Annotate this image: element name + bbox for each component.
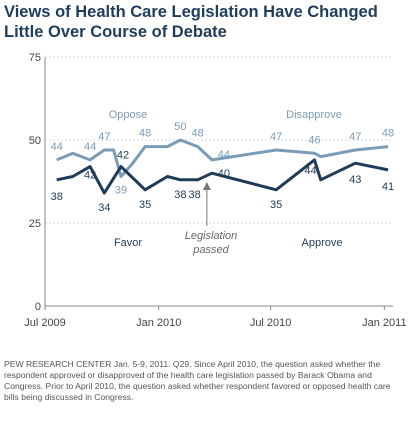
axes: 0 25 50 75 Jul 2009 Jan 2010 Jul 2010 Jan 2011: [24, 52, 406, 329]
dark-data-label: 43: [349, 174, 361, 186]
light-data-label: 47: [270, 131, 282, 143]
light-data-label: 44: [84, 141, 96, 153]
series-lines: [56, 138, 389, 195]
y-tick-label: 0: [35, 301, 41, 313]
x-tick-label: Jan 2011: [362, 317, 406, 329]
light-data-label: 48: [192, 128, 204, 140]
chart-title: Views of Health Care Legislation Have Ch…: [4, 3, 378, 41]
legislation-arrow-head: [202, 182, 211, 190]
annotation-disapprove: Disapprove: [286, 109, 342, 121]
dark-data-label: 35: [139, 199, 151, 211]
dark-series-line: [56, 158, 389, 195]
light-data-label: 48: [382, 128, 394, 140]
dark-data-label: 42: [84, 170, 96, 182]
dark-data-label: 41: [382, 181, 394, 193]
gridlines: [45, 56, 393, 224]
dark-data-label: 40: [218, 168, 230, 180]
light-data-label: 39: [115, 185, 127, 197]
light-data-label: 47: [98, 131, 110, 143]
annotations: Oppose Disapprove Favor Approve Legislation p…: [109, 109, 343, 256]
annotation-passed: passed: [192, 244, 229, 256]
x-tick-label: Jul 2010: [250, 317, 292, 329]
dark-data-label: 35: [270, 199, 282, 211]
light-data-label: 47: [349, 131, 361, 143]
dark-data-label: 38: [174, 189, 186, 201]
y-tick-label: 50: [29, 135, 41, 147]
dark-data-label: 42: [117, 150, 129, 162]
dark-data-label: 34: [98, 202, 110, 214]
light-data-label: 50: [174, 121, 186, 133]
dark-data-label: 38: [189, 189, 201, 201]
x-tick-label: Jan 2010: [136, 317, 181, 329]
annotation-approve: Approve: [302, 237, 343, 249]
source-note: PEW RESEARCH CENTER Jan. 5-9, 2011. Q29.…: [4, 359, 391, 402]
x-tick-label: Jul 2009: [24, 317, 66, 329]
annotation-oppose: Oppose: [109, 109, 148, 121]
annotation-favor: Favor: [114, 237, 142, 249]
y-tick-label: 25: [29, 218, 41, 230]
light-data-label: 46: [308, 134, 320, 146]
dark-data-label: 38: [51, 191, 63, 203]
annotation-legislation: Legislation: [185, 230, 238, 242]
light-data-label: 44: [218, 149, 230, 161]
light-series-line: [56, 138, 389, 178]
light-data-label: 44: [51, 141, 63, 153]
dark-data-label: 44: [304, 165, 316, 177]
y-tick-label: 75: [29, 52, 41, 64]
light-data-label: 48: [139, 128, 151, 140]
